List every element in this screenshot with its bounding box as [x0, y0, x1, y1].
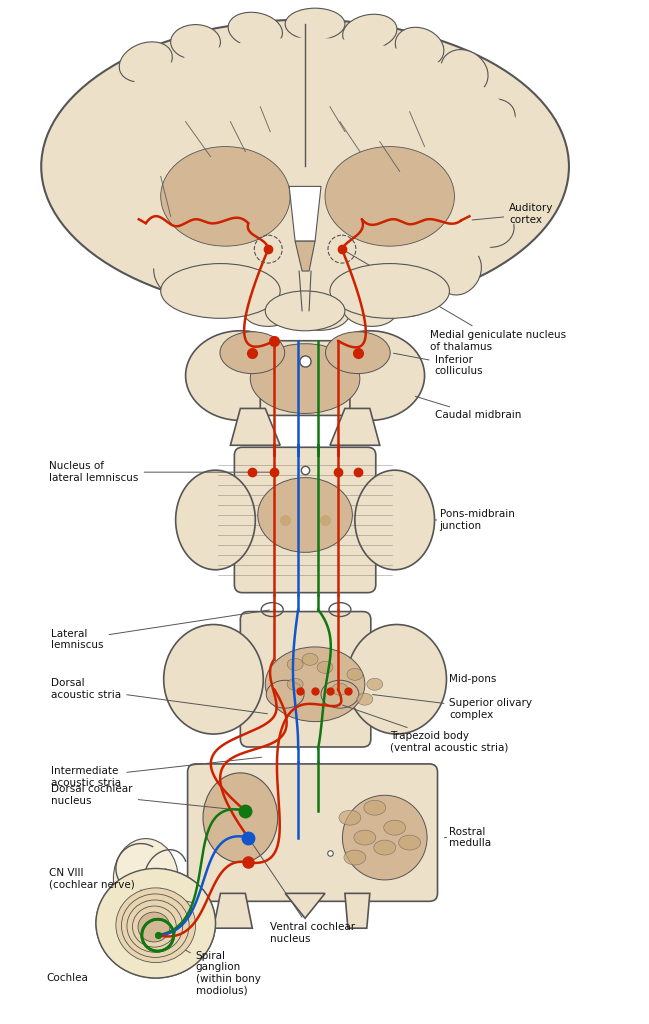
- Ellipse shape: [343, 796, 427, 880]
- Ellipse shape: [251, 344, 360, 414]
- Polygon shape: [230, 409, 280, 445]
- Polygon shape: [289, 186, 321, 242]
- Ellipse shape: [119, 42, 172, 82]
- Ellipse shape: [114, 839, 178, 919]
- Polygon shape: [295, 242, 315, 271]
- Ellipse shape: [132, 906, 177, 947]
- Text: Rostral
medulla: Rostral medulla: [445, 826, 491, 849]
- Ellipse shape: [287, 658, 303, 671]
- Ellipse shape: [355, 470, 435, 569]
- Ellipse shape: [42, 19, 569, 313]
- Ellipse shape: [364, 801, 386, 815]
- Ellipse shape: [194, 275, 247, 316]
- Ellipse shape: [266, 680, 304, 709]
- Ellipse shape: [354, 830, 376, 845]
- Text: Lateral
lemniscus: Lateral lemniscus: [51, 610, 269, 650]
- Ellipse shape: [114, 889, 198, 968]
- Ellipse shape: [121, 900, 180, 956]
- Text: Ventral cochlear
nucleus: Ventral cochlear nucleus: [250, 840, 356, 944]
- Text: Medial geniculate nucleus
of thalamus: Medial geniculate nucleus of thalamus: [345, 251, 566, 351]
- Ellipse shape: [398, 836, 421, 850]
- Ellipse shape: [285, 8, 345, 40]
- Polygon shape: [345, 893, 370, 928]
- Ellipse shape: [130, 908, 172, 948]
- Ellipse shape: [154, 249, 197, 297]
- FancyBboxPatch shape: [188, 764, 437, 901]
- Ellipse shape: [126, 205, 175, 247]
- Ellipse shape: [164, 625, 263, 734]
- Ellipse shape: [367, 678, 383, 690]
- Ellipse shape: [321, 680, 359, 709]
- Ellipse shape: [127, 900, 183, 952]
- Ellipse shape: [315, 331, 424, 421]
- Ellipse shape: [258, 477, 352, 552]
- Ellipse shape: [287, 678, 303, 690]
- Ellipse shape: [186, 331, 295, 421]
- Ellipse shape: [125, 99, 177, 144]
- Ellipse shape: [96, 868, 215, 978]
- Ellipse shape: [343, 14, 397, 50]
- Text: Caudal midbrain: Caudal midbrain: [415, 396, 521, 421]
- Text: Trapezoid body
(ventral acoustic stria): Trapezoid body (ventral acoustic stria): [343, 706, 508, 753]
- Ellipse shape: [228, 12, 282, 48]
- Ellipse shape: [384, 820, 406, 836]
- Ellipse shape: [76, 38, 534, 301]
- Ellipse shape: [220, 332, 285, 374]
- Text: CN VIII
(cochlear nerve): CN VIII (cochlear nerve): [49, 867, 193, 903]
- Ellipse shape: [330, 263, 450, 318]
- Ellipse shape: [265, 647, 365, 722]
- Ellipse shape: [357, 693, 373, 706]
- Ellipse shape: [395, 28, 444, 67]
- Text: Auditory
cortex: Auditory cortex: [472, 204, 554, 225]
- Ellipse shape: [116, 888, 195, 963]
- Ellipse shape: [332, 683, 348, 695]
- Ellipse shape: [374, 840, 396, 855]
- Ellipse shape: [243, 292, 297, 327]
- Ellipse shape: [265, 291, 345, 331]
- Text: Cochlea: Cochlea: [46, 973, 88, 983]
- Ellipse shape: [114, 158, 168, 196]
- Ellipse shape: [472, 158, 526, 196]
- FancyBboxPatch shape: [240, 611, 371, 746]
- Ellipse shape: [317, 662, 333, 674]
- Ellipse shape: [463, 99, 515, 144]
- Ellipse shape: [465, 205, 514, 247]
- Ellipse shape: [138, 912, 170, 942]
- Ellipse shape: [203, 773, 278, 862]
- Ellipse shape: [121, 894, 189, 957]
- Ellipse shape: [343, 292, 397, 327]
- Ellipse shape: [344, 850, 366, 865]
- Polygon shape: [330, 409, 380, 445]
- Text: Mid-pons: Mid-pons: [447, 674, 497, 684]
- Text: Dorsal
acoustic stria: Dorsal acoustic stria: [51, 679, 267, 714]
- Polygon shape: [285, 893, 325, 919]
- Ellipse shape: [437, 247, 482, 295]
- Text: Nucleus of
lateral lemniscus: Nucleus of lateral lemniscus: [49, 462, 271, 483]
- Ellipse shape: [389, 275, 441, 316]
- Text: Intermediate
acoustic stria: Intermediate acoustic stria: [51, 758, 262, 787]
- FancyBboxPatch shape: [260, 341, 350, 416]
- Text: Dorsal cochlear
nucleus: Dorsal cochlear nucleus: [51, 784, 243, 810]
- Ellipse shape: [302, 653, 318, 666]
- Ellipse shape: [136, 914, 165, 942]
- Ellipse shape: [441, 49, 488, 94]
- Ellipse shape: [347, 669, 363, 680]
- Polygon shape: [214, 893, 252, 928]
- Text: Superior olivary
complex: Superior olivary complex: [373, 694, 532, 720]
- Ellipse shape: [161, 146, 290, 246]
- Ellipse shape: [325, 146, 454, 246]
- Ellipse shape: [171, 25, 221, 59]
- Ellipse shape: [290, 296, 350, 331]
- Text: Pons-midbrain
junction: Pons-midbrain junction: [435, 509, 515, 530]
- Ellipse shape: [326, 332, 390, 374]
- FancyBboxPatch shape: [234, 447, 376, 593]
- Ellipse shape: [96, 868, 215, 978]
- Ellipse shape: [339, 810, 361, 825]
- Text: Spiral
ganglion
(within bony
modiolus): Spiral ganglion (within bony modiolus): [160, 937, 260, 995]
- Ellipse shape: [176, 470, 255, 569]
- Ellipse shape: [347, 625, 447, 734]
- Text: Inferior
colliculus: Inferior colliculus: [393, 353, 483, 377]
- Ellipse shape: [161, 263, 280, 318]
